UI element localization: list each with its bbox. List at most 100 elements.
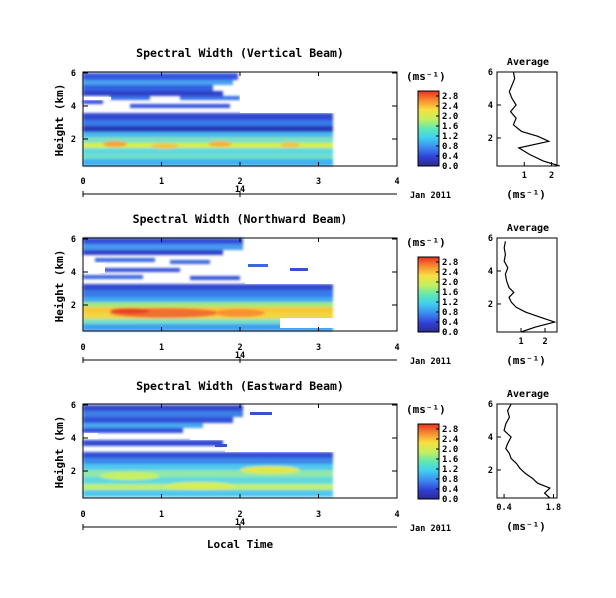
x-tick-label: 3 bbox=[316, 343, 321, 353]
colorbar-unit: (ms⁻¹) bbox=[406, 70, 446, 83]
colorbar-tick-label: 1.6 bbox=[442, 288, 458, 298]
x-tick-label: 1 bbox=[159, 510, 164, 520]
profile-y-tick-label: 2 bbox=[488, 134, 493, 144]
colorbar-tick-label: 1.6 bbox=[442, 122, 458, 132]
profile-x-label: (ms⁻¹) bbox=[506, 520, 546, 533]
colorbar-tick-label: 0.8 bbox=[442, 475, 458, 485]
heatmap-field bbox=[83, 238, 340, 331]
profile-x-tick-label: 1.8 bbox=[546, 503, 561, 513]
x-ticks bbox=[82, 238, 398, 331]
date-axis-label: Jan 2011 bbox=[410, 524, 451, 534]
date-tick-label: 14 bbox=[235, 351, 245, 361]
profile-plot: Average 1 2 2 4 6 (ms⁻¹) bbox=[488, 57, 560, 201]
colorbar-unit: (ms⁻¹) bbox=[406, 403, 446, 416]
panel-northward: Spectral Width (Northward Beam) Height (… bbox=[53, 212, 558, 367]
y-tick-label: 4 bbox=[71, 268, 76, 278]
profile-frame bbox=[496, 71, 558, 167]
x-tick-label: 4 bbox=[394, 510, 399, 520]
profile-frame bbox=[496, 403, 558, 499]
date-axis-label: Jan 2011 bbox=[410, 357, 451, 367]
profile-x-tick-label: 2 bbox=[542, 337, 547, 347]
profile-plot: Average 0.4 1.8 2 4 6 (ms⁻¹) bbox=[488, 389, 561, 533]
profile-y-tick-label: 4 bbox=[488, 101, 493, 111]
profile-series-line bbox=[503, 403, 551, 499]
y-axis-label: Height (km) bbox=[53, 84, 66, 157]
x-tick-label: 3 bbox=[316, 510, 321, 520]
panel-title: Spectral Width (Eastward Beam) bbox=[136, 379, 344, 393]
colorbar-tick-label: 0.0 bbox=[442, 328, 458, 338]
x-ticks bbox=[82, 404, 398, 498]
y-tick-label: 6 bbox=[71, 235, 76, 245]
colorbar-tick-label: 0.8 bbox=[442, 142, 458, 152]
date-axis-label: Jan 2011 bbox=[410, 191, 451, 201]
colorbar: (ms⁻¹) 0.00.40.81.21.62.02.42.8 bbox=[406, 403, 459, 505]
profile-x-tick-label: 1 bbox=[522, 171, 527, 181]
colorbar-tick-label: 2.8 bbox=[442, 92, 458, 102]
colorbar-tick-label: 1.2 bbox=[442, 465, 458, 475]
y-axis-label: Height (km) bbox=[53, 416, 66, 489]
date-axis: 14 Jan 2011 bbox=[82, 351, 451, 367]
profile-y-tick-label: 2 bbox=[488, 300, 493, 310]
date-axis: 14 Jan 2011 bbox=[82, 518, 451, 534]
profile-y-tick-label: 4 bbox=[488, 433, 493, 443]
colorbar-tick-label: 0.4 bbox=[442, 152, 459, 162]
profile-y-tick-label: 6 bbox=[488, 68, 493, 78]
profile-plot: Average 1 2 2 4 6 (ms⁻¹) bbox=[488, 223, 558, 367]
y-tick-label: 4 bbox=[71, 102, 76, 112]
profile-y-tick-label: 2 bbox=[488, 466, 493, 476]
profile-title: Average bbox=[507, 223, 549, 234]
profile-x-label: (ms⁻¹) bbox=[506, 354, 546, 367]
date-axis: 14 Jan 2011 bbox=[82, 185, 451, 201]
profile-y-tick-label: 6 bbox=[488, 400, 493, 410]
y-ticks bbox=[83, 404, 397, 472]
colorbar-tick-label: 0.8 bbox=[442, 308, 458, 318]
y-ticks bbox=[83, 238, 397, 306]
panel-title: Spectral Width (Northward Beam) bbox=[133, 212, 348, 226]
colorbar-tick-label: 0.0 bbox=[442, 495, 458, 505]
x-tick-label: 1 bbox=[159, 177, 164, 187]
profile-title: Average bbox=[507, 389, 549, 400]
x-tick-label: 4 bbox=[394, 343, 399, 353]
x-tick-label: 3 bbox=[316, 177, 321, 187]
profile-series-line bbox=[503, 241, 557, 333]
heatmap-field bbox=[83, 73, 340, 166]
y-ticks bbox=[83, 72, 397, 140]
colorbar-tick-label: 2.0 bbox=[442, 445, 458, 455]
profile-title: Average bbox=[507, 57, 549, 68]
y-tick-label: 2 bbox=[71, 301, 76, 311]
y-tick-label: 6 bbox=[71, 401, 76, 411]
x-tick-label: 2 bbox=[237, 510, 242, 520]
colorbar-tick-label: 2.4 bbox=[442, 102, 459, 112]
heatmap-field bbox=[83, 405, 340, 497]
colorbar-tick-label: 2.4 bbox=[442, 268, 459, 278]
colorbar: (ms⁻¹) 0.00.40.81.21.62.02.42.8 bbox=[406, 70, 459, 172]
x-tick-label: 2 bbox=[237, 343, 242, 353]
profile-frame bbox=[496, 237, 558, 333]
x-tick-label: 4 bbox=[394, 177, 399, 187]
profile-series-line bbox=[508, 71, 560, 167]
x-tick-label: 0 bbox=[80, 510, 85, 520]
date-tick-label: 14 bbox=[235, 518, 245, 528]
date-tick-label: 14 bbox=[235, 185, 245, 195]
panel-title: Spectral Width (Vertical Beam) bbox=[136, 46, 344, 60]
colorbar-tick-label: 1.6 bbox=[442, 455, 458, 465]
y-tick-label: 2 bbox=[71, 467, 76, 477]
profile-x-tick-label: 2 bbox=[549, 171, 554, 181]
profile-x-label: (ms⁻¹) bbox=[506, 188, 546, 201]
profile-x-tick-label: 0.4 bbox=[496, 503, 511, 513]
colorbar-tick-label: 2.8 bbox=[442, 425, 458, 435]
colorbar-tick-label: 2.0 bbox=[442, 278, 458, 288]
x-tick-label: 2 bbox=[237, 177, 242, 187]
profile-x-tick-label: 1 bbox=[518, 337, 523, 347]
y-axis-label: Height (km) bbox=[53, 250, 66, 323]
colorbar-tick-label: 1.2 bbox=[442, 132, 458, 142]
colorbar-tick-label: 1.2 bbox=[442, 298, 458, 308]
colorbar-unit: (ms⁻¹) bbox=[406, 236, 446, 249]
colorbar-tick-label: 2.4 bbox=[442, 435, 459, 445]
colorbar-tick-label: 0.4 bbox=[442, 485, 459, 495]
x-tick-label: 0 bbox=[80, 177, 85, 187]
colorbar-tick-label: 0.0 bbox=[442, 162, 458, 172]
y-tick-label: 4 bbox=[71, 434, 76, 444]
profile-y-tick-label: 6 bbox=[488, 234, 493, 244]
panel-vertical: Spectral Width (Vertical Beam) Height (k… bbox=[53, 46, 560, 201]
